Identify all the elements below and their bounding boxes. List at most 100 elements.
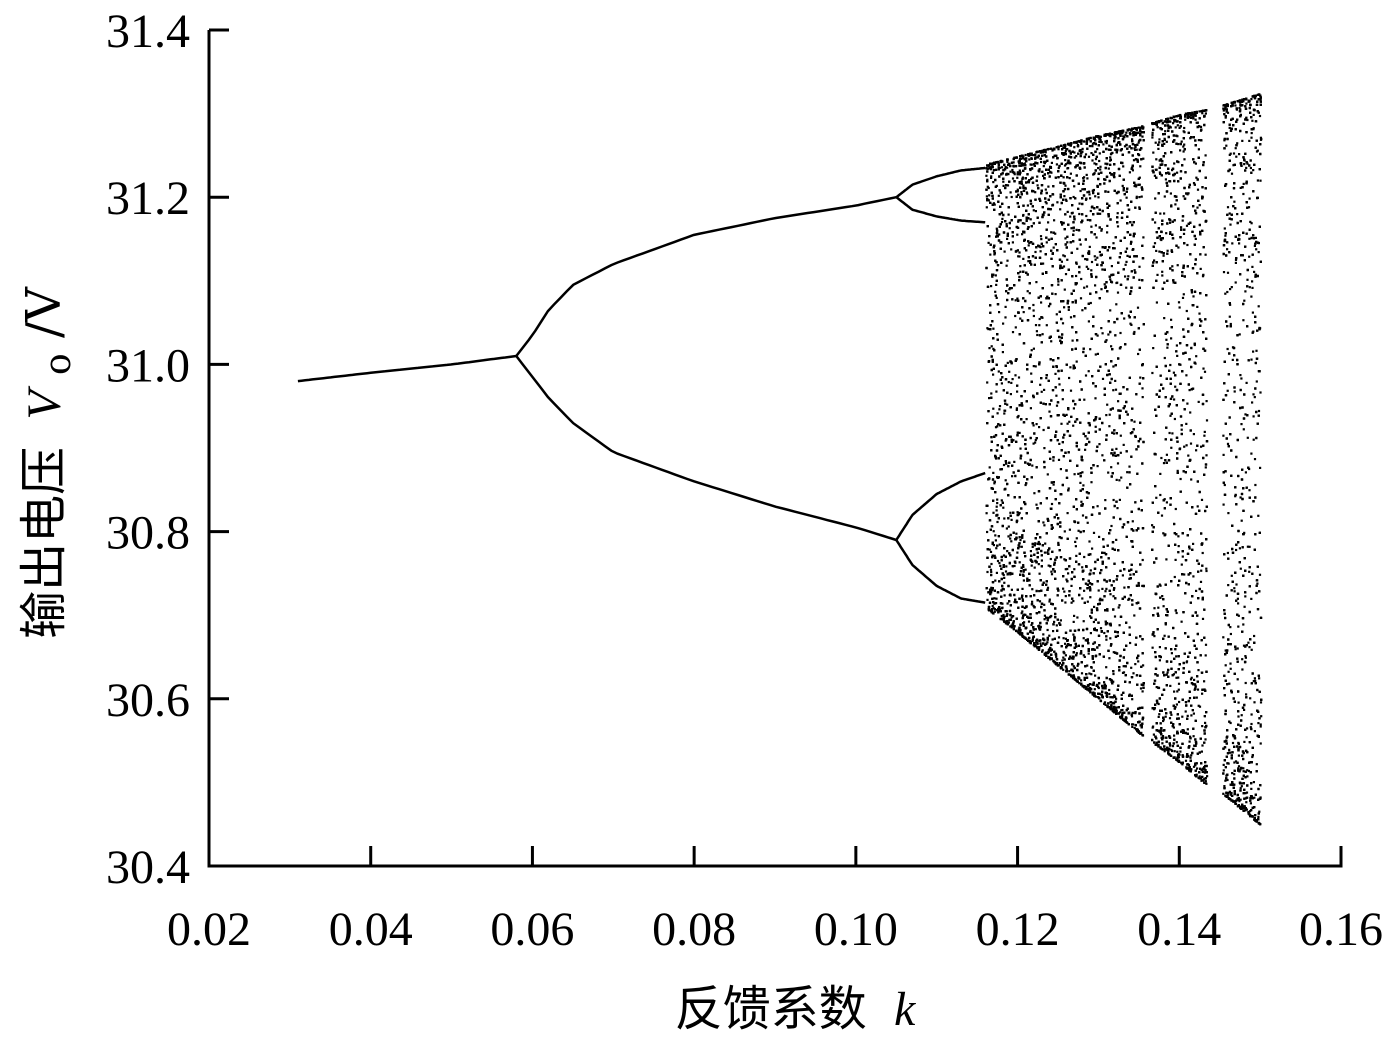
chaos-point: [993, 610, 996, 613]
chaos-point: [1074, 540, 1077, 543]
chaos-point: [1078, 161, 1081, 164]
chaos-point: [1231, 358, 1234, 361]
chaos-point: [1021, 599, 1024, 602]
chaos-point: [1247, 641, 1250, 644]
chaos-point: [1248, 237, 1251, 240]
chaos-point: [1080, 650, 1083, 653]
chaos-point: [1031, 545, 1034, 548]
chaos-point: [1051, 149, 1054, 152]
chaos-point: [1007, 173, 1010, 176]
chaos-point: [992, 373, 995, 376]
chaos-point: [1063, 558, 1066, 561]
chaos-point: [1003, 250, 1006, 253]
chaos-point: [1200, 498, 1204, 501]
chaos-point: [1204, 764, 1207, 767]
chaos-point: [988, 194, 991, 197]
chaos-point: [1259, 725, 1262, 728]
chaos-point: [999, 468, 1002, 471]
chaos-point: [1112, 389, 1115, 392]
chaos-point: [1038, 426, 1041, 429]
chaos-point: [1173, 690, 1176, 693]
chaos-point: [992, 544, 995, 547]
chaos-point: [1237, 602, 1240, 605]
chaos-point: [1137, 126, 1140, 129]
chaos-point: [1257, 409, 1261, 413]
chaos-point: [1008, 227, 1011, 230]
chaos-point: [1131, 169, 1134, 172]
chaos-point: [996, 425, 999, 428]
chaos-point: [1170, 337, 1173, 340]
chaos-point: [1026, 290, 1029, 293]
chaos-point: [1156, 126, 1159, 129]
chaos-point: [1059, 267, 1062, 270]
chaos-point: [1080, 142, 1083, 145]
chaos-point: [1003, 594, 1006, 597]
chaos-point: [1021, 222, 1024, 225]
chaos-point: [1105, 414, 1108, 417]
chaos-point: [1255, 349, 1258, 352]
chaos-point: [1052, 481, 1055, 484]
chaos-point: [1091, 547, 1094, 550]
chaos-point: [1070, 227, 1073, 230]
chaos-point: [1094, 674, 1097, 677]
chaos-point: [1069, 215, 1072, 218]
chaos-point: [1040, 238, 1043, 241]
chaos-point: [991, 604, 994, 608]
chaos-point: [1243, 708, 1246, 711]
chaos-point: [1011, 475, 1014, 478]
chaos-point: [1043, 618, 1046, 621]
chaos-point: [1204, 112, 1207, 115]
chaos-point: [1008, 370, 1011, 373]
chaos-point: [1001, 217, 1004, 220]
chaos-point: [1199, 777, 1202, 780]
chaos-point: [1107, 471, 1110, 474]
chaos-point: [1182, 145, 1185, 148]
chaos-point: [1125, 247, 1129, 250]
chaos-point: [1057, 541, 1060, 544]
chaos-point: [1001, 606, 1004, 609]
chaos-point: [1233, 587, 1236, 590]
chaos-point: [1250, 597, 1253, 600]
chaos-point: [1093, 605, 1096, 608]
chaos-point: [1009, 571, 1012, 575]
chaos-point: [1092, 620, 1095, 624]
chaos-point: [1097, 685, 1100, 688]
chaos-point: [1183, 126, 1186, 130]
chaos-point: [1087, 155, 1091, 158]
chaos-point: [1004, 479, 1007, 482]
chaos-point: [1021, 164, 1024, 167]
chaos-point: [1184, 710, 1187, 713]
chaos-point: [1002, 180, 1005, 183]
chaos-point: [1029, 153, 1032, 157]
chaos-point: [1017, 376, 1021, 379]
chaos-point: [1098, 250, 1101, 254]
chaos-point: [1017, 220, 1020, 223]
chaos-point: [1233, 590, 1236, 593]
chaos-point: [1029, 218, 1032, 221]
chaos-point: [1237, 701, 1240, 704]
chaos-point: [1032, 314, 1035, 318]
chaos-point: [1151, 524, 1154, 527]
chaos-point: [1258, 677, 1261, 680]
chaos-point: [1083, 655, 1086, 658]
chaotic-region: [985, 93, 1263, 826]
chaos-point: [998, 408, 1001, 411]
chaos-point: [1157, 745, 1160, 748]
chaos-point: [1044, 188, 1047, 191]
chaos-point: [993, 482, 996, 485]
chaos-point: [1106, 403, 1109, 406]
chaos-point: [996, 520, 999, 524]
chaos-point: [1192, 575, 1195, 578]
chaos-point: [1248, 255, 1251, 258]
chaos-point: [1133, 727, 1136, 730]
chaos-point: [1124, 263, 1127, 266]
chaos-point: [1038, 168, 1041, 171]
chaos-point: [1064, 654, 1067, 657]
chaos-point: [1236, 213, 1239, 216]
chaos-point: [1082, 620, 1085, 623]
chaos-point: [1176, 354, 1179, 357]
chaos-point: [1085, 265, 1088, 268]
chaos-point: [1169, 231, 1172, 234]
chaos-point: [1010, 381, 1013, 384]
chaos-point: [1027, 244, 1030, 247]
